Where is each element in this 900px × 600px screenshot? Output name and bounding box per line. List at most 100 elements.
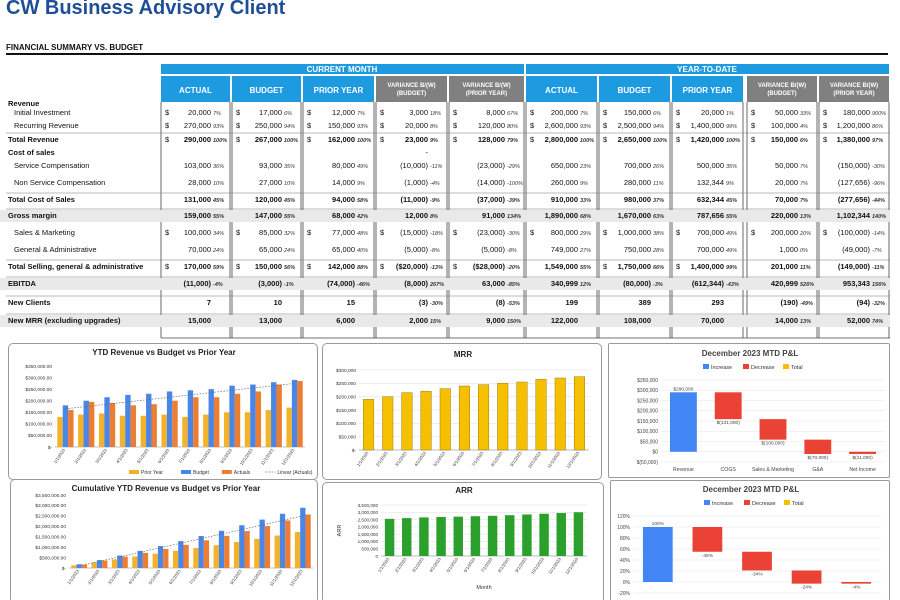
currency-symbol: $: [453, 262, 458, 271]
cell-percent: 35%: [726, 164, 737, 170]
bar-actuals: [88, 401, 95, 447]
y-tick-label: $350,000.00: [25, 364, 52, 370]
cell-value: 293: [711, 298, 724, 307]
bar-prior-year: [98, 413, 105, 447]
cell-percent: -8%: [507, 248, 517, 254]
y-tick-label: $250,000.00: [25, 387, 52, 393]
column-header-label: BUDGET: [250, 86, 284, 95]
bar-budget: [62, 405, 69, 447]
cell-value: 142,000: [328, 262, 355, 271]
cell-value: 420,999: [771, 279, 798, 288]
currency-symbol: $: [823, 228, 828, 237]
chart-title: December 2023 MTD P&L: [703, 485, 800, 494]
currency-symbol: $: [380, 121, 385, 130]
bar-prior-year: [119, 415, 126, 447]
cell-value: 1,890,000: [545, 211, 578, 220]
bar-actuals: [234, 393, 241, 447]
cell-value: 632,344: [697, 195, 725, 204]
cell-value: 94,000: [332, 195, 355, 204]
x-tick-label: 7/1/2023: [480, 556, 494, 573]
bar-prior-year: [213, 545, 219, 568]
currency-symbol: $: [236, 135, 241, 144]
bar-arr: [539, 513, 549, 556]
currency-symbol: $: [236, 121, 241, 130]
x-tick-label: 8/1/2023: [209, 568, 223, 585]
bar-mrr: [497, 383, 509, 451]
cell-percent: 33%: [580, 198, 591, 204]
cell-percent: 10%: [213, 181, 224, 187]
bar-arr: [436, 516, 446, 556]
cell-value: 162,000: [328, 135, 355, 144]
cell-value: (49,000): [842, 245, 870, 254]
column-header: [819, 76, 889, 102]
currency-symbol: $: [751, 108, 756, 117]
currency-symbol: $: [165, 228, 170, 237]
cell-value: 23,000: [405, 135, 428, 144]
y-tick-label: $50,000: [640, 439, 658, 445]
row-label: Non Service Compensation: [14, 178, 105, 187]
legend-swatch: [704, 500, 710, 505]
data-label: -45%: [702, 553, 714, 559]
y-tick-label: $3,000,000.00: [35, 503, 66, 509]
report-subtitle: FINANCIAL SUMMARY VS. BUDGET: [6, 43, 144, 52]
cell-percent: 59%: [213, 265, 224, 271]
currency-symbol: $: [530, 135, 535, 144]
y-tick-label: 100%: [617, 525, 630, 531]
bar-budget: [146, 393, 152, 447]
x-tick-label: G&A: [812, 467, 823, 473]
cell-percent: -44%: [872, 198, 885, 204]
currency-symbol: $: [751, 121, 756, 130]
cell-value: (37,000): [477, 195, 505, 204]
chart-panel-arr: ARR 0 500,000 1,000,000 1,500,000 2,000,000 2,…: [322, 482, 604, 600]
y-tick-label: $2,000,000.00: [35, 524, 66, 530]
ytd-revenue-chart: YTD Revenue vs Budget vs Prior Year $- $50…: [25, 348, 312, 476]
cell-value: 700,000: [697, 245, 724, 254]
cell-percent: 68%: [580, 214, 591, 220]
cell-value: 10: [274, 298, 282, 307]
x-tick-label: 12/1/2023: [280, 447, 295, 466]
bar-prior-year: [152, 553, 158, 568]
cell-value: 1,400,000: [691, 121, 724, 130]
chart-panel-cumulative-ytd: Cumulative YTD Revenue vs Budget vs Prio…: [10, 479, 318, 600]
cell-value: 150,000: [771, 135, 798, 144]
x-tick-label: Sales & Marketing: [752, 467, 794, 473]
cell-value: 910,000: [551, 195, 578, 204]
currency-symbol: $: [165, 121, 170, 130]
cell-value: 180,000: [843, 108, 870, 117]
cell-percent: 55%: [213, 214, 224, 220]
x-tick-label: 7/1/2023: [188, 568, 202, 585]
cell-value: 389: [638, 298, 651, 307]
cell-value: 120,000: [478, 121, 505, 130]
bar-prior-year: [286, 407, 292, 447]
cell-percent: 13%: [800, 214, 811, 220]
bar-mrr: [439, 388, 451, 451]
bar-actuals: [305, 514, 311, 568]
bar-budget: [83, 400, 89, 447]
cell-percent: 900%: [872, 111, 886, 117]
cell-value: (80,000): [623, 279, 651, 288]
cell-value: (190): [780, 298, 798, 307]
bar-budget: [76, 564, 82, 568]
currency-symbol: $: [307, 108, 312, 117]
x-axis-title: Month: [476, 585, 491, 591]
x-tick-label: 8/1/2023: [497, 556, 511, 573]
bar-prior-year: [193, 548, 199, 568]
y-tick-label: 3,500,000: [358, 503, 379, 508]
bar-arr: [384, 518, 395, 556]
cell-percent: 55%: [284, 214, 295, 220]
cell-percent: 100%: [213, 138, 227, 144]
y-tick-label: 60%: [620, 547, 631, 553]
cell-value: 1,380,000: [837, 135, 870, 144]
x-tick-label: Revenue: [673, 467, 694, 473]
cell-percent: 100%: [357, 138, 371, 144]
legend-label: Decrease: [751, 365, 775, 371]
cell-percent: 10%: [284, 181, 295, 187]
cell-value: (11,000): [400, 195, 428, 204]
bar-budget: [218, 530, 225, 568]
y-tick-label: 1,000,000: [358, 539, 379, 544]
cell-percent: 526%: [800, 282, 814, 288]
cell-percent: 20%: [799, 231, 811, 237]
cell-percent: 9%: [357, 181, 365, 187]
cell-percent: 37%: [653, 198, 664, 204]
row-label: Gross margin: [8, 211, 57, 220]
